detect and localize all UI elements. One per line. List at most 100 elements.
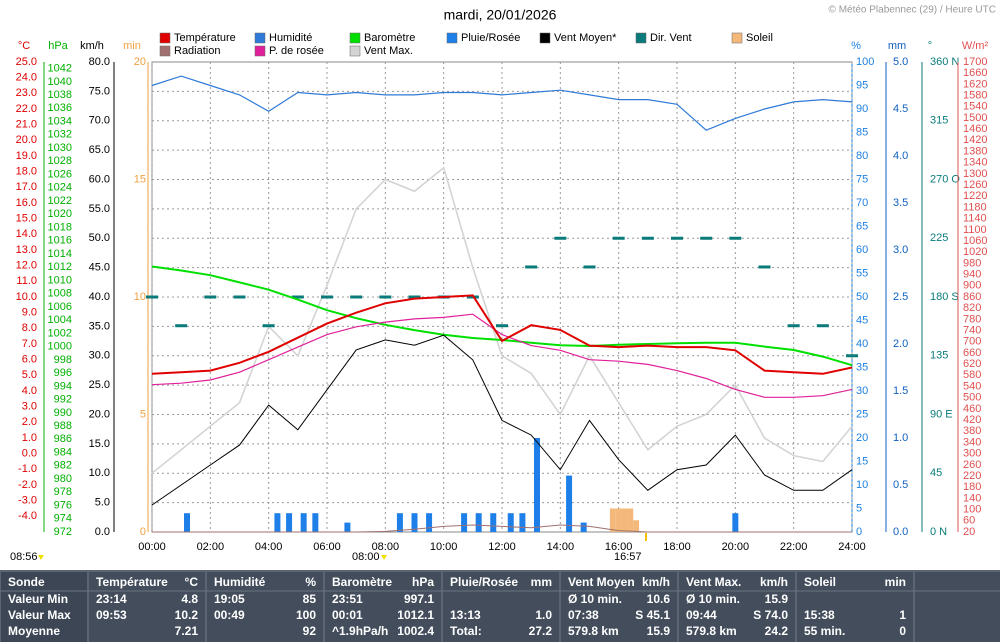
y-tick-label: 4.0 <box>893 150 908 162</box>
direction-dash <box>350 295 363 299</box>
table-cell: hPa <box>412 575 434 589</box>
x-tick-label: 22:00 <box>780 541 808 553</box>
direction-dash <box>787 324 800 328</box>
y-tick-label: 900 <box>963 280 981 292</box>
legend-swatch <box>349 45 361 57</box>
y-tick-label: 100 <box>963 504 981 516</box>
y-tick-label: 1300 <box>963 168 987 180</box>
y-tick-label: 0 <box>140 526 146 538</box>
y-tick-label: 45 <box>930 467 942 479</box>
series-line <box>151 294 853 375</box>
y-tick-label: 1032 <box>48 129 72 141</box>
credit: © Météo Plabennec (29) / Heure UTC <box>829 5 996 16</box>
y-tick-label: 180 S <box>930 291 959 303</box>
y-tick-label: 980 <box>54 473 72 485</box>
table-cell: Vent Moyen <box>568 575 635 589</box>
y-tick-label: 80 <box>856 150 868 162</box>
table-cell: S 45.1 <box>635 608 670 622</box>
table-column <box>89 572 205 642</box>
table-cell: 1012.1 <box>397 608 434 622</box>
y-tick-label: 1460 <box>963 123 987 135</box>
bar <box>461 513 468 532</box>
table-cell: 09:44 <box>686 608 717 622</box>
table-column <box>679 572 795 642</box>
y-tick-label: 17.0 <box>16 181 37 193</box>
direction-dash <box>379 295 392 299</box>
y-tick-label: 95 <box>856 79 868 91</box>
y-tick-label: 1040 <box>48 76 72 88</box>
bar <box>615 508 622 532</box>
y-tick-label: 90 E <box>930 408 953 420</box>
y-tick-label: 70 <box>856 197 868 209</box>
x-tick-label: 16:00 <box>605 541 633 553</box>
y-tick-label: 50.0 <box>89 232 110 244</box>
y-tick-label: 20 <box>856 432 868 444</box>
y-tick-label: 0.0 <box>95 526 110 538</box>
bar <box>344 522 351 532</box>
direction-dash <box>729 236 742 240</box>
y-tick-label: 16.0 <box>16 197 37 209</box>
axis-title: % <box>851 40 861 52</box>
y-tick-label: 1.0 <box>893 432 908 444</box>
y-tick-label: 20.0 <box>16 134 37 146</box>
y-tick-label: 40.0 <box>89 291 110 303</box>
y-tick-label: 1020 <box>48 208 72 220</box>
y-tick-label: 10.0 <box>89 467 110 479</box>
bar <box>411 513 418 532</box>
y-tick-label: 3.0 <box>22 401 37 413</box>
y-tick-label: 700 <box>963 336 981 348</box>
table-cell: 00:01 <box>332 608 363 622</box>
direction-dash <box>408 295 421 299</box>
annotation: 08:56 <box>10 551 38 563</box>
y-tick-label: 1420 <box>963 134 987 146</box>
bar <box>300 513 307 532</box>
y-tick-label: 45.0 <box>89 262 110 274</box>
y-tick-label: 1010 <box>48 274 72 286</box>
y-tick-label: 980 <box>963 257 981 269</box>
y-tick-label: 460 <box>963 403 981 415</box>
y-tick-label: 1220 <box>963 190 987 202</box>
y-tick-label: 220 <box>963 470 981 482</box>
x-tick-label: 24:00 <box>838 541 866 553</box>
y-tick-label: 55 <box>856 267 868 279</box>
table-cell: Total: <box>450 624 482 638</box>
table-cell: 100 <box>296 608 316 622</box>
y-tick-label: 540 <box>963 380 981 392</box>
y-tick-label: 1180 <box>963 201 987 213</box>
y-tick-label: 1042 <box>48 63 72 75</box>
y-tick-label: 15 <box>856 455 868 467</box>
y-tick-label: 35 <box>856 361 868 373</box>
y-tick-label: 50 <box>856 291 868 303</box>
y-tick-label: 1260 <box>963 179 987 191</box>
bar <box>396 513 403 532</box>
y-tick-label: 1580 <box>963 89 987 101</box>
table-cell: 579.8 km <box>686 624 737 638</box>
y-tick-label: 1018 <box>48 221 72 233</box>
direction-dash <box>816 324 829 328</box>
y-tick-label: 20 <box>963 526 975 538</box>
table-cell: 15.9 <box>647 624 671 638</box>
y-tick-label: 1024 <box>48 182 72 194</box>
y-tick-label: 315 <box>930 115 948 127</box>
axis-title: hPa <box>48 40 68 52</box>
y-tick-label: 0.5 <box>893 479 908 491</box>
bar <box>580 522 587 532</box>
direction-dash <box>583 265 596 269</box>
table-cell: 07:38 <box>568 608 599 622</box>
y-tick-label: 1540 <box>963 101 987 113</box>
y-tick-label: 60 <box>963 515 975 527</box>
y-tick-label: 15.0 <box>89 438 110 450</box>
table-cell: 10.2 <box>175 608 199 622</box>
direction-dash <box>641 236 654 240</box>
bar <box>312 513 319 532</box>
y-tick-label: 12.0 <box>16 260 37 272</box>
y-tick-label: 1028 <box>48 155 72 167</box>
y-tick-label: 40 <box>856 338 868 350</box>
table-cell: 19:05 <box>214 592 245 606</box>
table-cell: km/h <box>760 575 788 589</box>
y-tick-label: 65.0 <box>89 144 110 156</box>
y-tick-label: 2.0 <box>22 416 37 428</box>
y-tick-label: 1012 <box>48 261 72 273</box>
table-cell: km/h <box>642 575 670 589</box>
